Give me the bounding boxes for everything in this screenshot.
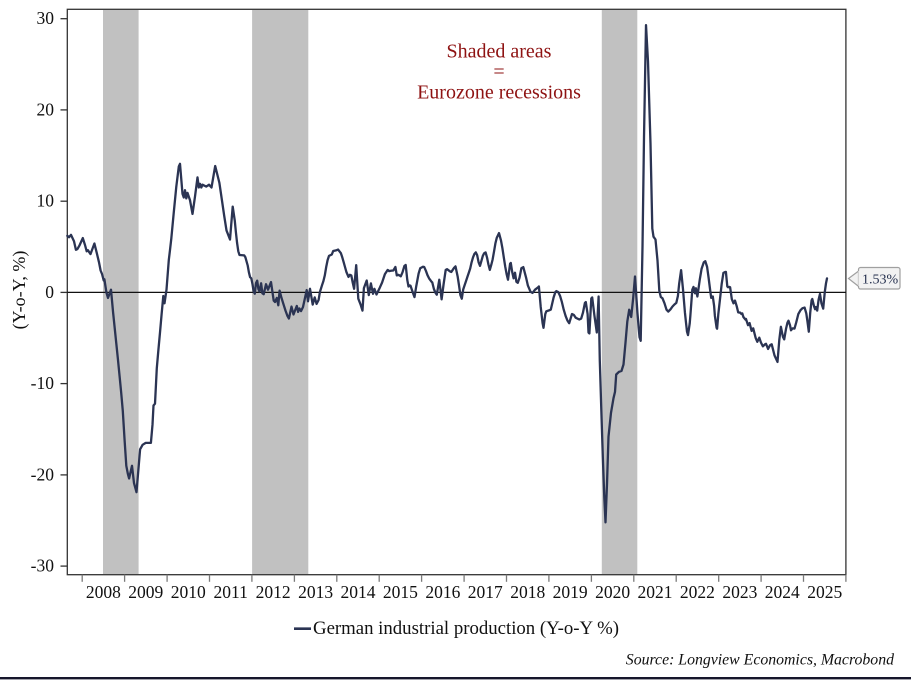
svg-text:2015: 2015 xyxy=(383,582,418,602)
svg-text:2022: 2022 xyxy=(680,582,715,602)
svg-text:2011: 2011 xyxy=(214,582,248,602)
svg-text:-30: -30 xyxy=(31,556,55,576)
svg-text:2012: 2012 xyxy=(256,582,291,602)
svg-text:-20: -20 xyxy=(31,464,55,484)
svg-text:20: 20 xyxy=(37,99,55,119)
svg-text:Eurozone recessions: Eurozone recessions xyxy=(417,82,581,104)
svg-text:0: 0 xyxy=(45,282,54,302)
svg-text:2023: 2023 xyxy=(722,582,757,602)
svg-text:2025: 2025 xyxy=(807,582,842,602)
svg-text:2008: 2008 xyxy=(86,582,121,602)
svg-text:-10: -10 xyxy=(31,373,55,393)
svg-text:2018: 2018 xyxy=(510,582,545,602)
svg-text:2017: 2017 xyxy=(468,582,503,602)
svg-text:=: = xyxy=(493,61,504,83)
svg-text:10: 10 xyxy=(37,191,55,211)
svg-text:2013: 2013 xyxy=(298,582,333,602)
svg-text:2016: 2016 xyxy=(425,582,460,602)
svg-text:2020: 2020 xyxy=(595,582,630,602)
svg-text:30: 30 xyxy=(37,8,55,28)
svg-text:German industrial production (: German industrial production (Y-o-Y %) xyxy=(313,618,619,639)
svg-text:2021: 2021 xyxy=(638,582,673,602)
svg-text:2009: 2009 xyxy=(128,582,163,602)
svg-text:(Y-o-Y, %): (Y-o-Y, %) xyxy=(9,251,30,330)
svg-text:1.53%: 1.53% xyxy=(862,273,899,288)
svg-text:Source: Longview Economics, Ma: Source: Longview Economics, Macrobond xyxy=(626,652,894,669)
svg-text:2010: 2010 xyxy=(171,582,206,602)
svg-text:2014: 2014 xyxy=(341,582,376,602)
svg-text:2024: 2024 xyxy=(765,582,800,602)
svg-text:Shaded areas: Shaded areas xyxy=(447,41,552,63)
svg-text:2019: 2019 xyxy=(553,582,588,602)
